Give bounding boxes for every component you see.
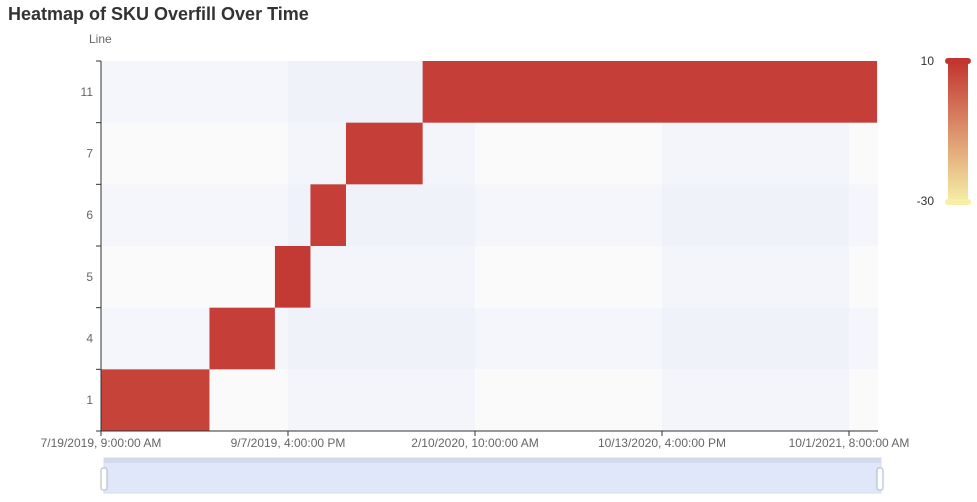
grid-row-band bbox=[101, 122, 878, 185]
visual-map-bar[interactable] bbox=[948, 62, 968, 202]
y-tick-label: 1 bbox=[86, 393, 93, 407]
x-tick-label: 9/7/2019, 4:00:00 PM bbox=[231, 436, 346, 450]
data-zoom-move-handle[interactable] bbox=[104, 458, 881, 463]
data-zoom-handle-left[interactable] bbox=[100, 467, 108, 491]
heatmap-cell-line-6[interactable] bbox=[310, 184, 346, 246]
y-tick-label: 7 bbox=[86, 147, 93, 161]
x-tick-label: 10/1/2021, 8:00:00 AM bbox=[789, 436, 910, 450]
grid-row-band bbox=[101, 369, 878, 431]
y-axis-label: Line bbox=[89, 32, 112, 46]
heatmap-cell-line-11[interactable] bbox=[422, 61, 878, 123]
grid-row-band bbox=[101, 184, 878, 246]
data-zoom-window[interactable] bbox=[104, 462, 881, 493]
visual-map-max-label: 10 bbox=[921, 54, 935, 68]
chart-title: Heatmap of SKU Overfill Over Time bbox=[8, 4, 309, 24]
x-tick-label: 2/10/2020, 10:00:00 AM bbox=[411, 436, 538, 450]
y-tick-label: 5 bbox=[86, 270, 93, 284]
y-tick-label: 11 bbox=[81, 85, 94, 99]
grid-row-band bbox=[101, 246, 878, 308]
visual-map-min-label: -30 bbox=[917, 194, 935, 208]
data-zoom-handle-right[interactable] bbox=[876, 467, 884, 491]
heatmap-cell-line-1[interactable] bbox=[101, 369, 210, 431]
x-tick-label: 7/19/2019, 9:00:00 AM bbox=[41, 436, 162, 450]
heatmap-cell-line-5[interactable] bbox=[274, 246, 311, 308]
heatmap-cell-line-7[interactable] bbox=[345, 122, 423, 185]
visual-map-handle-bottom[interactable] bbox=[945, 199, 971, 205]
y-tick-label: 6 bbox=[86, 208, 93, 222]
y-tick-label: 4 bbox=[86, 332, 93, 346]
x-tick-label: 10/13/2020, 4:00:00 PM bbox=[598, 436, 726, 450]
visual-map-handle-top[interactable] bbox=[945, 58, 971, 64]
heatmap-cell-line-4[interactable] bbox=[209, 307, 275, 370]
